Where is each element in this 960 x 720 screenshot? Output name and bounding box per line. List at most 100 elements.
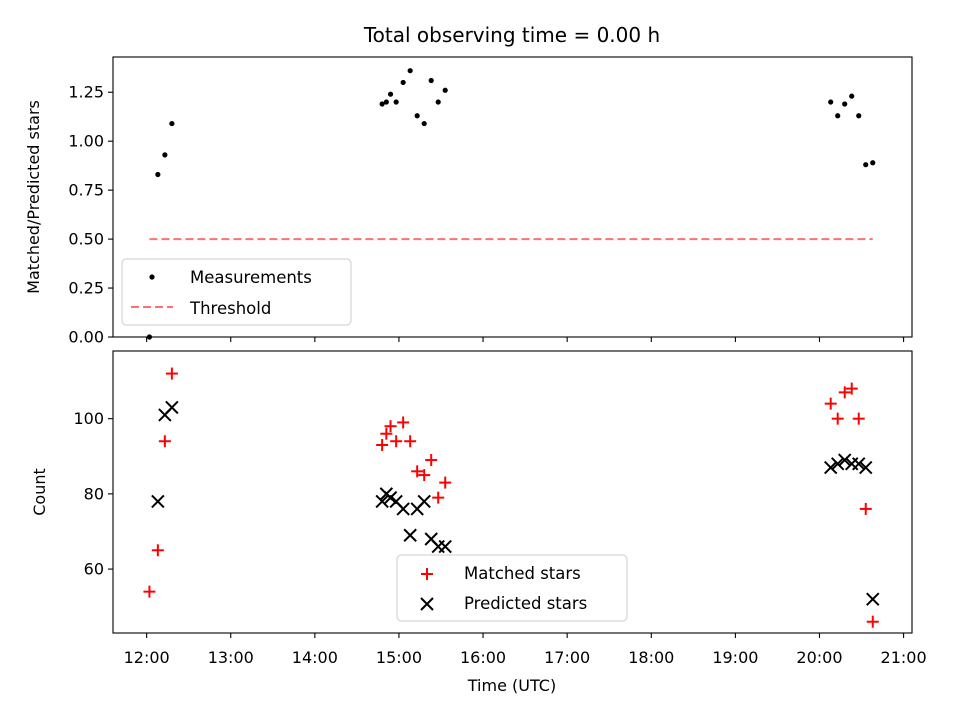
matched-stars-point	[866, 615, 879, 628]
matched-stars-point	[838, 386, 851, 399]
predicted-stars-point	[823, 460, 838, 475]
measurements-point	[379, 101, 385, 107]
measurements-point	[393, 99, 399, 105]
top-y-axis-label: Matched/Predicted stars	[24, 100, 43, 294]
predicted-stars-point	[151, 494, 165, 509]
top-y-tick-label: 0.75	[68, 181, 104, 200]
matched-stars-point	[432, 491, 445, 504]
matched-stars-point	[845, 382, 858, 395]
predicted-stars-point	[830, 457, 845, 471]
measurements-point	[400, 79, 406, 86]
matched-stars-point	[397, 416, 410, 429]
matched-stars-point	[824, 397, 837, 410]
top-plot-marks	[146, 68, 876, 340]
matched-stars-point	[151, 544, 164, 557]
matched-stars-point	[143, 585, 156, 598]
bottom-x-tick-label: 13:00	[208, 648, 254, 667]
top-plot-frame	[112, 56, 913, 338]
bottom-x-tick-label: 12:00	[124, 648, 170, 667]
bottom-x-tick-label: 16:00	[460, 648, 506, 667]
predicted-stars-point	[417, 494, 431, 509]
bottom-panel: 60 80 100 12:00 13:00 14:00 15:00 16:00 17:00 18…	[30, 350, 927, 695]
matched-stars-point	[411, 465, 424, 478]
measurements-point	[387, 91, 394, 97]
matched-stars-point	[404, 435, 417, 448]
top-legend-box	[121, 258, 352, 326]
predicted-stars-point	[866, 592, 880, 606]
predicted-stars-point	[375, 494, 389, 509]
predicted-stars-point	[396, 502, 410, 516]
measurements-point	[383, 99, 389, 105]
bottom-y-axis-label: Count	[30, 468, 49, 516]
top-panel: 0.00 0.25 0.50 0.75 1.00 1.25 Matched/Predict…	[24, 56, 913, 347]
matched-stars-point	[439, 476, 452, 489]
bottom-x-tick-label: 21:00	[881, 648, 927, 667]
bottom-x-ticks: 12:00 13:00 14:00 15:00 16:00 17:00 18:00 19:00…	[124, 633, 927, 667]
legend-predicted-stars-label: Predicted stars	[464, 594, 587, 613]
measurements-point	[435, 99, 441, 105]
bottom-y-tick-label: 80	[84, 484, 104, 503]
matched-stars-point	[380, 427, 393, 440]
bottom-plot-frame	[112, 350, 913, 634]
matched-stars-point	[376, 439, 389, 451]
top-chart-title: Total observing time = 0.00 h	[363, 23, 660, 47]
legend-predicted-stars-marker	[420, 597, 434, 611]
predicted-stars-point	[852, 457, 866, 471]
predicted-stars-point	[165, 400, 179, 415]
measurements-point	[856, 113, 862, 119]
top-y-tick-label: 1.00	[68, 132, 104, 151]
top-y-ticks: 0.00 0.25 0.50 0.75 1.00 1.25	[68, 83, 113, 347]
matched-stars-point	[384, 420, 397, 433]
bottom-y-tick-label: 60	[84, 560, 104, 579]
measurements-point	[407, 68, 413, 74]
measurements-point	[169, 120, 175, 127]
bottom-legend-box	[396, 554, 628, 622]
predicted-stars-point	[438, 539, 452, 554]
matched-stars-point	[859, 502, 872, 515]
bottom-legend: Matched stars Predicted stars	[396, 554, 628, 622]
measurements-point	[870, 160, 876, 166]
bottom-x-tick-label: 18:00	[628, 648, 674, 667]
predicted-stars-point	[403, 528, 417, 542]
legend-measurements-marker	[149, 274, 155, 280]
bottom-x-tick-label: 15:00	[376, 648, 422, 667]
bottom-x-axis-label: Time (UTC)	[467, 676, 556, 695]
measurements-point	[842, 101, 848, 107]
matched-stars-point	[831, 412, 844, 425]
measurements-point	[442, 87, 448, 93]
top-y-tick-label: 0.25	[68, 279, 104, 298]
measurements-point	[162, 152, 168, 158]
matched-stars-point	[390, 435, 403, 448]
legend-matched-stars-label: Matched stars	[464, 564, 581, 583]
top-legend: Measurements Threshold	[121, 258, 352, 326]
bottom-x-tick-label: 20:00	[796, 648, 842, 667]
matched-stars-point	[158, 435, 171, 448]
matched-stars-point	[852, 412, 865, 425]
bottom-x-tick-label: 19:00	[712, 648, 758, 667]
measurements-point	[421, 120, 427, 127]
predicted-stars-point	[838, 453, 852, 467]
bottom-x-tick-label: 17:00	[544, 648, 590, 667]
measurements-point	[835, 113, 841, 119]
bottom-y-tick-label: 100	[73, 409, 104, 428]
measurements-point	[428, 77, 434, 84]
bottom-y-ticks: 60 80 100	[73, 409, 113, 579]
top-y-tick-label: 1.25	[68, 83, 104, 102]
matched-stars-point	[418, 469, 431, 482]
top-y-tick-label: 0.50	[68, 230, 104, 249]
predicted-stars-point	[859, 460, 873, 475]
measurements-point	[849, 93, 855, 99]
bottom-plot-marks	[143, 367, 880, 628]
matched-stars-point	[425, 454, 438, 467]
matched-stars-point	[165, 367, 178, 380]
top-x-ticks	[146, 337, 905, 342]
legend-threshold-label: Threshold	[189, 299, 271, 318]
measurements-point	[414, 113, 420, 119]
measurements-point	[863, 162, 869, 168]
bottom-x-tick-label: 14:00	[292, 648, 338, 667]
legend-measurements-label: Measurements	[190, 268, 312, 287]
legend-matched-stars-marker	[421, 568, 433, 580]
top-y-tick-label: 0.00	[68, 328, 104, 347]
measurements-point	[828, 99, 834, 105]
